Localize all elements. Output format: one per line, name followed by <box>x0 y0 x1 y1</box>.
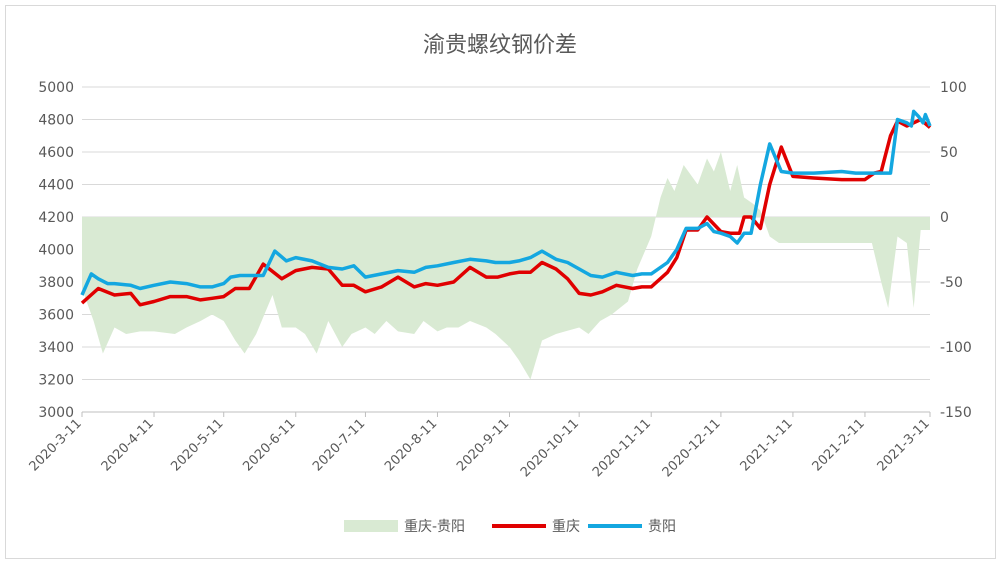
legend-label-chongqing: 重庆 <box>552 519 580 535</box>
x-tick-label: 2020-11-11 <box>590 416 654 480</box>
legend-swatch-spread <box>344 520 398 532</box>
left-axis-ticks: 3000 3200 3400 3600 3800 4000 4200 4400 4600 4800… <box>38 80 74 421</box>
x-tick-label: 2020-9-11 <box>454 416 512 474</box>
x-tick-label: 2020-8-11 <box>382 416 440 474</box>
left-tick-label: 5000 <box>38 80 74 96</box>
legend-label-spread: 重庆-贵阳 <box>404 519 465 535</box>
x-tick-label: 2020-10-11 <box>518 416 582 480</box>
left-tick-label: 3600 <box>38 308 74 324</box>
legend-item-guiyang: 贵阳 <box>588 519 676 535</box>
x-tick-label: 2021-2-11 <box>810 416 868 474</box>
chart-canvas: 渝贵螺纹钢价差 3000 3200 3400 3600 3800 4000 4200 4400… <box>27 33 972 535</box>
right-tick-label: 50 <box>940 145 958 161</box>
spread-area-layer <box>82 152 930 380</box>
price-lines-layer <box>80 109 932 307</box>
legend-item-spread: 重庆-贵阳 <box>344 519 465 535</box>
x-tick-label: 2020-5-11 <box>168 416 226 474</box>
right-tick-label: 0 <box>940 210 949 226</box>
left-tick-label: 4400 <box>38 178 74 194</box>
chart-title: 渝贵螺纹钢价差 <box>423 33 577 58</box>
x-axis-ticks: 2020-3-11 2020-4-11 2020-5-11 2020-6-11 2020… <box>27 412 933 480</box>
left-tick-label: 3800 <box>38 275 74 291</box>
legend-label-guiyang: 贵阳 <box>648 519 676 535</box>
legend-item-chongqing: 重庆 <box>492 519 580 535</box>
x-tick-label: 2020-12-11 <box>660 416 724 480</box>
right-tick-label: -50 <box>940 275 963 291</box>
left-tick-label: 4200 <box>38 210 74 226</box>
x-tick-label: 2020-3-11 <box>27 416 85 474</box>
x-tick-label: 2021-1-11 <box>738 416 796 474</box>
right-tick-label: 100 <box>940 80 967 96</box>
chart-frame: 渝贵螺纹钢价差 3000 3200 3400 3600 3800 4000 4200 4400… <box>5 5 996 559</box>
left-tick-label: 3400 <box>38 340 74 356</box>
left-tick-label: 4600 <box>38 145 74 161</box>
left-tick-label: 3200 <box>38 373 74 389</box>
left-tick-label: 4800 <box>38 113 74 129</box>
series-line-guiyang <box>80 109 932 296</box>
x-tick-label: 2020-4-11 <box>99 416 157 474</box>
x-tick-label: 2021-3-11 <box>875 416 933 474</box>
right-tick-label: -100 <box>940 340 972 356</box>
x-tick-label: 2020-7-11 <box>310 416 368 474</box>
right-tick-label: -150 <box>940 405 972 421</box>
right-axis-ticks: -150 -100 -50 0 50 100 <box>940 80 972 421</box>
legend: 重庆-贵阳 重庆 贵阳 <box>344 519 676 535</box>
left-tick-label: 3000 <box>38 405 74 421</box>
x-tick-label: 2020-6-11 <box>240 416 298 474</box>
left-tick-label: 4000 <box>38 243 74 259</box>
series-area-spread <box>82 152 930 380</box>
series-line-chongqing <box>80 117 932 307</box>
